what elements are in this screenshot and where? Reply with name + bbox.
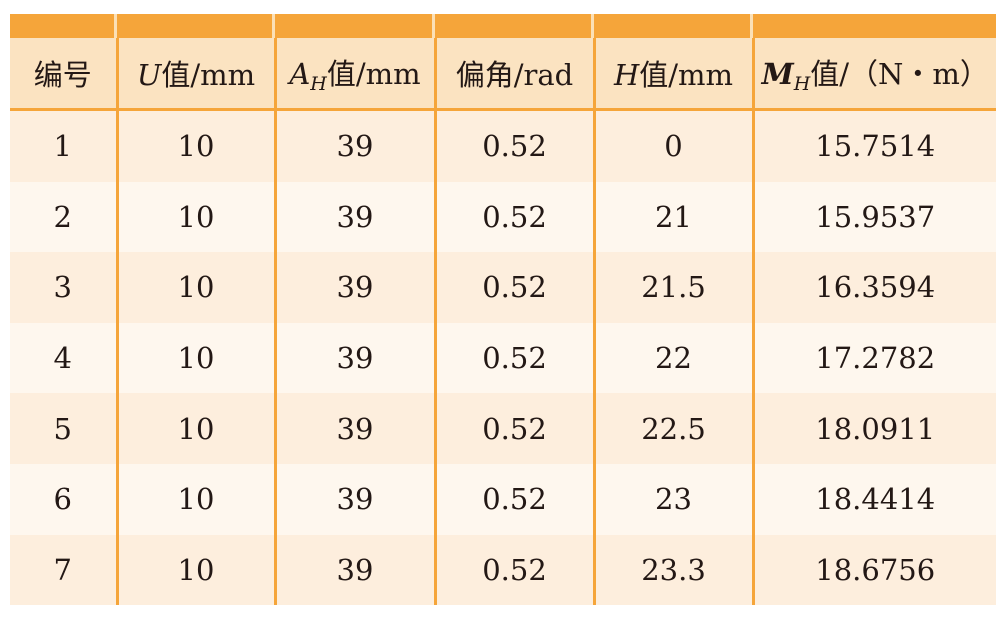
table-row: 7 10 39 0.52 23.3 18.6756 xyxy=(10,534,996,606)
cell-h-value: 23 xyxy=(592,463,753,535)
cell-h-value: 0 xyxy=(592,109,753,182)
cell-ah-value: 39 xyxy=(273,181,435,253)
header-ah-unit: 值/mm xyxy=(326,57,421,91)
cell-mh-value: 16.3594 xyxy=(751,252,996,323)
header-u-value: U值/mm xyxy=(115,38,275,111)
header-angle: 偏角/rad xyxy=(433,38,594,111)
table-row: 6 10 39 0.52 23 18.4414 xyxy=(10,463,996,535)
cell-number: 2 xyxy=(10,181,117,253)
header-ah-sub: H xyxy=(310,73,327,95)
cell-number: 1 xyxy=(10,109,117,182)
header-h-var: H xyxy=(613,58,640,92)
header-u-unit: 值/mm xyxy=(161,58,256,92)
cell-ah-value: 39 xyxy=(273,252,435,323)
cell-angle: 0.52 xyxy=(433,181,594,253)
header-ah-value: AH值/mm xyxy=(273,38,435,111)
cell-angle: 0.52 xyxy=(433,393,594,464)
header-u-var: U xyxy=(136,58,162,92)
table-header-row: 编号 U值/mm AH值/mm 偏角/rad H值/mm MH值/（N・m） xyxy=(10,38,996,111)
cell-ah-value: 39 xyxy=(273,322,435,394)
cell-u-value: 10 xyxy=(115,109,275,182)
cell-mh-value: 18.4414 xyxy=(751,463,996,535)
cell-angle: 0.52 xyxy=(433,463,594,535)
cell-u-value: 10 xyxy=(115,181,275,253)
cell-ah-value: 39 xyxy=(273,109,435,182)
cell-u-value: 10 xyxy=(115,534,275,606)
cell-mh-value: 15.9537 xyxy=(751,181,996,253)
cell-number: 5 xyxy=(10,393,117,464)
cell-ah-value: 39 xyxy=(273,534,435,606)
cell-angle: 0.52 xyxy=(433,109,594,182)
data-table-container: 编号 U值/mm AH值/mm 偏角/rad H值/mm MH值/（N・m） xyxy=(10,14,996,606)
cell-angle: 0.52 xyxy=(433,252,594,323)
cell-mh-value: 18.6756 xyxy=(751,534,996,606)
data-table: 编号 U值/mm AH值/mm 偏角/rad H值/mm MH值/（N・m） xyxy=(10,38,996,606)
header-number-label: 编号 xyxy=(33,58,92,92)
header-h-value: H值/mm xyxy=(592,38,753,111)
table-row: 2 10 39 0.52 21 15.9537 xyxy=(10,181,996,253)
header-mh-value: MH值/（N・m） xyxy=(751,38,996,111)
header-h-unit: 值/mm xyxy=(639,58,734,92)
cell-h-value: 21 xyxy=(592,181,753,253)
header-number: 编号 xyxy=(10,38,117,111)
header-ah-var: A xyxy=(289,57,311,91)
cell-ah-value: 39 xyxy=(273,463,435,535)
header-mh-unit: 值/（N・m） xyxy=(810,57,989,91)
header-mh-sub: H xyxy=(793,73,811,95)
cell-mh-value: 18.0911 xyxy=(751,393,996,464)
table-row: 1 10 39 0.52 0 15.7514 xyxy=(10,109,996,182)
cell-u-value: 10 xyxy=(115,252,275,323)
header-mh-var: M xyxy=(761,57,794,91)
cell-angle: 0.52 xyxy=(433,534,594,606)
cell-u-value: 10 xyxy=(115,463,275,535)
cell-number: 3 xyxy=(10,252,117,323)
cell-mh-value: 17.2782 xyxy=(751,322,996,394)
table-top-band xyxy=(10,14,996,38)
cell-h-value: 21.5 xyxy=(592,252,753,323)
cell-h-value: 23.3 xyxy=(592,534,753,606)
cell-h-value: 22 xyxy=(592,322,753,394)
cell-u-value: 10 xyxy=(115,393,275,464)
cell-number: 7 xyxy=(10,534,117,606)
cell-u-value: 10 xyxy=(115,322,275,394)
table-row: 3 10 39 0.52 21.5 16.3594 xyxy=(10,252,996,323)
cell-number: 6 xyxy=(10,463,117,535)
cell-h-value: 22.5 xyxy=(592,393,753,464)
cell-mh-value: 15.7514 xyxy=(751,109,996,182)
cell-ah-value: 39 xyxy=(273,393,435,464)
cell-angle: 0.52 xyxy=(433,322,594,394)
header-angle-label: 偏角/rad xyxy=(455,58,574,92)
table-row: 4 10 39 0.52 22 17.2782 xyxy=(10,322,996,394)
table-row: 5 10 39 0.52 22.5 18.0911 xyxy=(10,393,996,464)
cell-number: 4 xyxy=(10,322,117,394)
